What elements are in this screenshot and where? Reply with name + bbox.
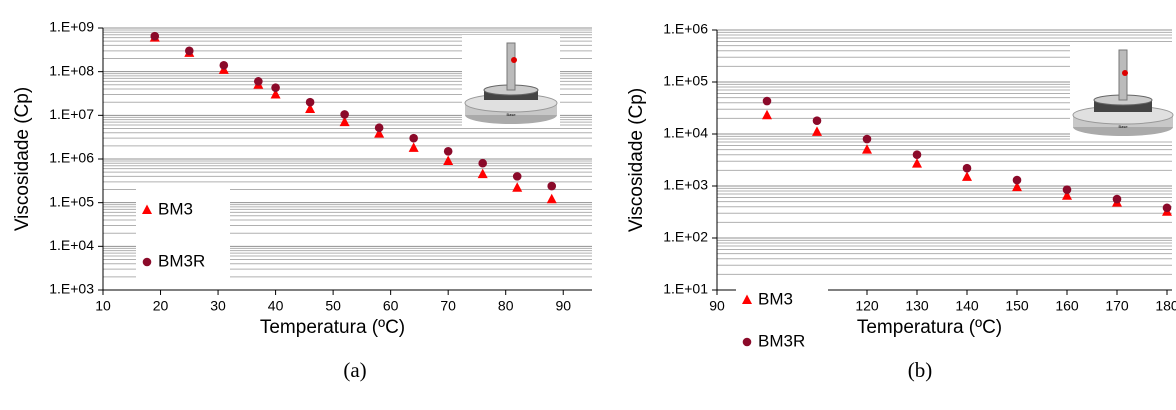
x-tick-label: 170: [1105, 298, 1129, 314]
marker-triangle: [339, 116, 350, 127]
y-tick-label: 1.E+04: [663, 125, 708, 141]
y-tick-label: 1.E+02: [663, 229, 708, 245]
y-axis-title: Viscosidade (Cp): [626, 88, 647, 232]
marker-circle: [1062, 185, 1072, 194]
legend-label: BM3R: [758, 331, 805, 350]
y-tick-label: 1.E+05: [663, 73, 708, 89]
x-tick-label: 60: [383, 298, 399, 314]
x-tick-label: 120: [855, 298, 879, 314]
marker-circle: [150, 31, 160, 41]
legend-label: BM3R: [158, 251, 205, 270]
y-tick-label: 1.E+07: [49, 106, 94, 122]
marker-triangle: [512, 182, 523, 192]
marker-triangle: [270, 88, 281, 99]
legend-box: [736, 276, 828, 358]
x-tick-label: 40: [268, 298, 284, 314]
marker-circle: [762, 96, 772, 106]
inset-image-a: Base: [462, 35, 560, 128]
marker-circle: [547, 181, 557, 191]
y-axis-title: Viscosidade (Cp): [12, 87, 33, 231]
x-tick-label: 10: [95, 298, 111, 314]
x-tick-label: 30: [210, 298, 226, 314]
marker-circle: [512, 172, 522, 181]
marker-triangle: [1012, 181, 1022, 192]
x-tick-label: 130: [905, 298, 929, 314]
y-tick-label: 1.E+05: [49, 193, 94, 209]
marker-circle: [1012, 175, 1022, 185]
x-tick-label: 180: [1155, 298, 1176, 314]
marker-circle: [254, 77, 263, 86]
x-tick-label: 90: [555, 298, 571, 314]
marker-triangle: [1062, 190, 1072, 200]
marker-circle: [409, 133, 418, 143]
marker-triangle: [912, 158, 922, 168]
x-tick-label: 20: [153, 298, 169, 314]
marker-circle: [374, 123, 384, 133]
marker-circle: [305, 97, 315, 107]
y-tick-label: 1.E+09: [49, 19, 94, 35]
marker-circle: [862, 134, 872, 144]
marker-triangle: [762, 109, 772, 120]
marker-triangle: [812, 126, 822, 136]
y-tick-label: 1.E+08: [49, 62, 94, 78]
marker-circle: [912, 150, 922, 159]
marker-triangle: [546, 193, 557, 204]
legend-label: BM3: [758, 289, 793, 308]
svg-text:Base: Base: [506, 112, 516, 117]
y-tick-label: 1.E+06: [663, 21, 708, 37]
x-tick-label: 150: [1005, 298, 1029, 314]
marker-circle: [219, 60, 229, 70]
marker-circle: [962, 163, 972, 173]
y-tick-label: 1.E+04: [49, 237, 94, 253]
y-tick-label: 1.E+06: [49, 150, 94, 166]
y-tick-label: 1.E+03: [663, 177, 708, 193]
marker-circle: [1112, 194, 1122, 204]
marker-triangle: [742, 294, 752, 304]
marker-circle: [1162, 203, 1172, 213]
x-tick-label: 90: [709, 298, 725, 314]
marker-circle: [340, 110, 349, 119]
x-axis-title: Temperatura (ºC): [260, 317, 405, 338]
marker-circle: [142, 257, 152, 267]
x-tick-label: 140: [955, 298, 979, 314]
marker-triangle: [443, 155, 454, 165]
marker-triangle: [477, 168, 488, 179]
x-tick-label: 160: [1055, 298, 1079, 314]
inset-image-b: Base: [1070, 45, 1176, 140]
marker-triangle: [142, 204, 152, 214]
x-tick-label: 50: [325, 298, 341, 314]
marker-circle: [184, 46, 194, 56]
marker-triangle: [408, 142, 419, 152]
caption: (b): [908, 358, 933, 382]
x-tick-label: 70: [440, 298, 456, 314]
marker-circle: [742, 337, 752, 347]
svg-text:Base: Base: [1118, 124, 1128, 129]
x-tick-label: 80: [498, 298, 514, 314]
marker-triangle: [962, 171, 972, 181]
marker-triangle: [374, 128, 385, 138]
marker-circle: [271, 83, 280, 92]
legend-label: BM3: [158, 199, 193, 218]
legend-box: [136, 186, 230, 278]
y-tick-label: 1.E+01: [663, 281, 708, 297]
x-axis-title: Temperatura (ºC): [857, 317, 1002, 338]
marker-triangle: [305, 103, 316, 113]
marker-circle: [812, 116, 822, 126]
marker-circle: [443, 147, 453, 156]
y-tick-label: 1.E+03: [49, 281, 94, 297]
marker-triangle: [862, 144, 872, 154]
marker-circle: [478, 158, 487, 168]
caption: (a): [343, 358, 366, 382]
